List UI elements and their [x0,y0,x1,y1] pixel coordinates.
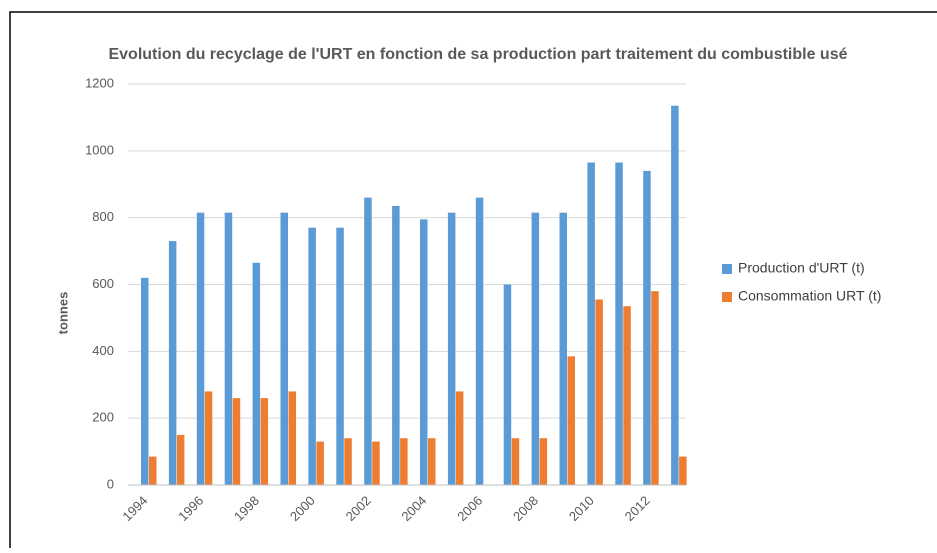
bar [623,306,631,485]
bar [420,219,428,485]
bar [176,434,185,485]
bar [539,438,548,485]
legend-swatch [722,292,732,302]
bar [336,227,344,486]
bar [260,398,269,485]
bar [252,262,261,485]
bar [168,241,177,485]
bar [308,227,316,486]
y-tick-label: 400 [92,343,114,358]
chart-title: Evolution du recyclage de l'URT en fonct… [108,46,847,63]
y-tick-label: 600 [92,276,114,291]
bar [651,291,659,485]
legend-label: Consommation URT (t) [738,288,881,304]
bar [475,197,484,485]
bar [280,212,288,485]
bar [364,197,372,485]
bar [643,170,651,485]
bar [288,391,296,485]
bar [344,438,352,485]
bar [531,212,540,485]
bar [595,299,603,485]
bar [392,205,400,486]
bar [615,162,623,485]
bar [400,438,408,485]
bar [559,212,567,485]
frame [9,11,937,553]
bar [567,356,575,485]
bar [141,277,149,485]
bar [511,438,520,485]
y-tick-label: 800 [92,209,114,224]
bar [447,212,456,485]
y-tick-label: 1000 [85,142,114,157]
bar [587,162,595,485]
bar [204,391,213,485]
y-tick-label: 1200 [85,75,114,90]
y-tick-label: 200 [92,410,114,425]
y-tick-label: 0 [107,476,114,491]
bar [316,441,324,485]
bar [372,441,380,485]
bar [428,438,436,485]
bar [679,456,687,485]
legend-label: Production d'URT (t) [738,260,865,276]
bar [671,105,679,486]
bar [196,212,205,485]
legend-swatch [722,264,732,274]
bar [503,284,512,485]
bar [455,391,464,485]
y-axis-title: tonnes [55,292,70,335]
bar [149,456,157,485]
bar [224,212,233,485]
bar [232,398,241,485]
